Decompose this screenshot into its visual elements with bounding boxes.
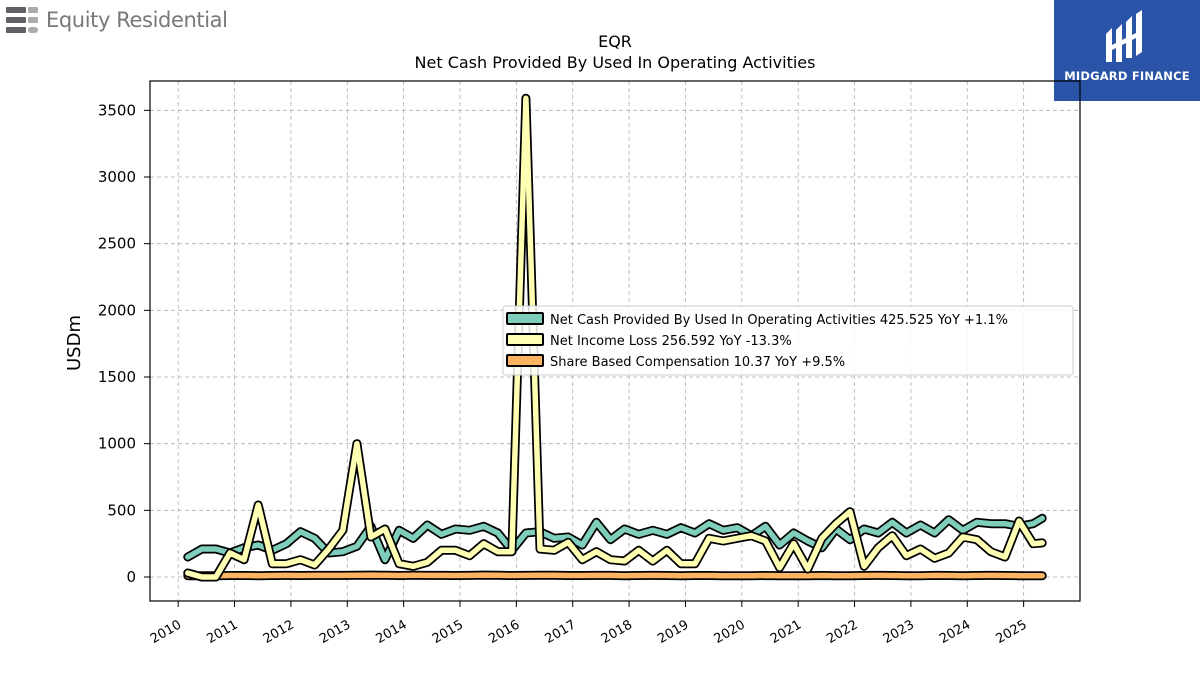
- midgard-finance-logo-icon: [1106, 10, 1142, 62]
- series-1: [183, 93, 1047, 582]
- legend-swatch: [506, 354, 544, 367]
- equity-residential-logo-icon: [6, 7, 38, 33]
- x-tick-label: 2012: [261, 617, 297, 647]
- x-tick-label: 2024: [937, 617, 973, 647]
- x-axis-ticks: 2010 2011 2012 2013 2014 2015 2016 2017 2018 2019…: [148, 601, 1030, 647]
- series-2: [183, 570, 1047, 581]
- x-tick-label: 2025: [993, 617, 1029, 647]
- x-tick-label: 2018: [599, 617, 635, 647]
- midgard-finance-wordmark: MIDGARD FINANCE: [1064, 69, 1190, 83]
- chart-subtitle: Net Cash Provided By Used In Operating A…: [415, 53, 816, 72]
- x-tick-label: 2013: [317, 617, 353, 647]
- legend-swatch: [506, 333, 544, 346]
- legend-box: [502, 305, 1074, 376]
- legend-item-net-income: Net Income Loss 256.592 YoY -13.3%: [506, 333, 792, 349]
- y-tick-label: 500: [107, 501, 136, 519]
- y-tick-label: 2500: [98, 235, 136, 253]
- y-axis-label: USDm: [64, 315, 85, 371]
- x-tick-label: 2017: [543, 617, 579, 647]
- equity-residential-wordmark: Equity Residential: [46, 8, 228, 32]
- x-tick-label: 2020: [712, 617, 748, 647]
- x-tick-label: 2019: [655, 617, 691, 647]
- equity-residential-logo: Equity Residential: [6, 6, 228, 34]
- x-tick-label: 2011: [204, 617, 240, 647]
- legend-item-share-based-compensation: Share Based Compensation 10.37 YoY +9.5%: [506, 354, 845, 370]
- x-tick-label: 2010: [148, 617, 184, 647]
- legend: Net Cash Provided By Used In Operating A…: [502, 305, 1074, 376]
- y-tick-label: 1500: [98, 368, 136, 386]
- series: [183, 93, 1047, 582]
- legend-item-operating-cash: Net Cash Provided By Used In Operating A…: [506, 312, 1008, 328]
- y-tick-label: 3500: [98, 101, 136, 119]
- plot-frame: [149, 80, 1081, 602]
- x-tick-label: 2021: [768, 617, 804, 647]
- y-tick-label: 2000: [98, 301, 136, 319]
- midgard-finance-logo: MIDGARD FINANCE: [1054, 0, 1200, 101]
- series-line: [185, 572, 1045, 579]
- chart-title: EQR: [598, 32, 632, 51]
- x-tick-label: 2016: [486, 617, 522, 647]
- x-tick-label: 2015: [430, 617, 466, 647]
- y-axis-ticks: 0 500 1000 1500 2000 2500 3000 3500: [98, 101, 150, 586]
- legend-label: Share Based Compensation 10.37 YoY +9.5%: [550, 355, 845, 370]
- series-line: [185, 95, 1045, 580]
- legend-swatch: [506, 312, 544, 325]
- legend-label: Net Cash Provided By Used In Operating A…: [550, 313, 1008, 328]
- x-tick-label: 2014: [373, 617, 409, 647]
- y-tick-label: 1000: [98, 435, 136, 453]
- x-tick-label: 2023: [881, 617, 917, 647]
- x-tick-label: 2022: [824, 617, 860, 647]
- legend-label: Net Income Loss 256.592 YoY -13.3%: [550, 334, 792, 349]
- y-tick-label: 0: [126, 568, 136, 586]
- y-tick-label: 3000: [98, 168, 136, 186]
